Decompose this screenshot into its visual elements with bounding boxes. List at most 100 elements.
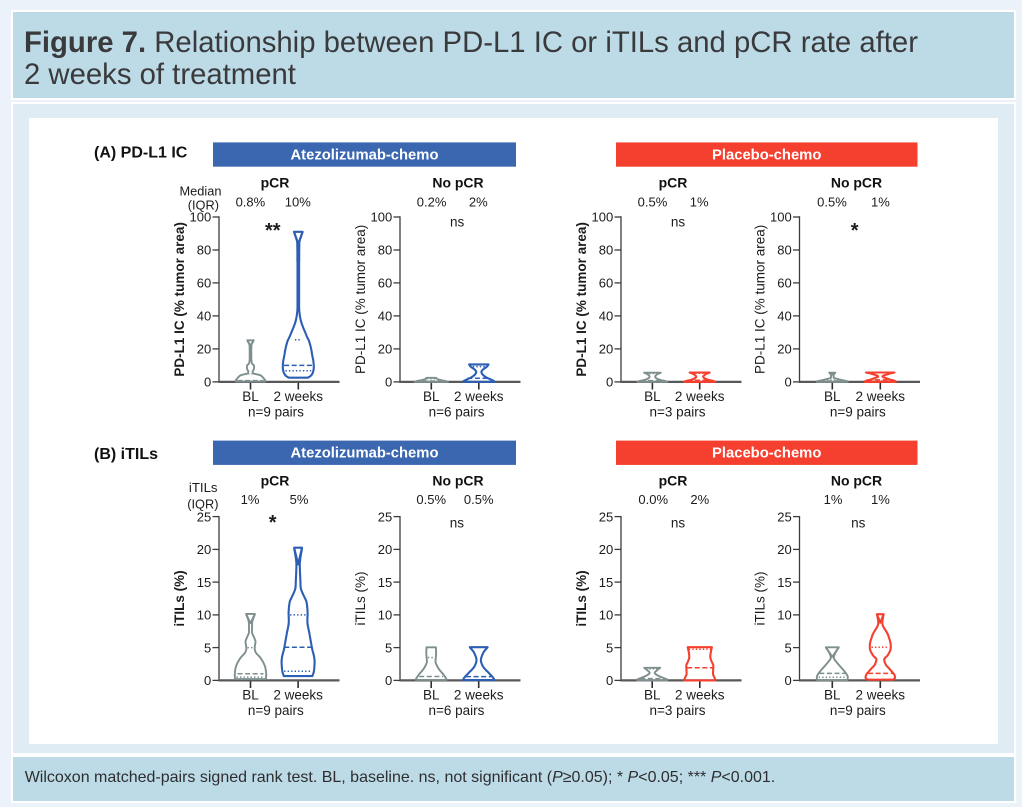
svg-text:Atezolizumab-chemo: Atezolizumab-chemo [291,147,439,163]
svg-text:ns: ns [671,215,686,230]
svg-text:pCR: pCR [659,472,688,488]
svg-text:pCR: pCR [261,175,290,191]
svg-text:iTILs (%): iTILs (%) [172,570,187,626]
svg-text:20: 20 [599,542,613,557]
svg-text:60: 60 [777,276,791,291]
svg-text:n=3 pairs: n=3 pairs [650,703,706,718]
svg-text:0.2%: 0.2% [417,195,447,210]
svg-text:BL: BL [423,389,440,404]
svg-text:1%: 1% [824,492,843,507]
svg-text:2%: 2% [469,195,488,210]
svg-text:80: 80 [599,243,613,258]
svg-text:ns: ns [851,516,866,531]
svg-text:100: 100 [189,210,211,225]
svg-text:Placebo-chemo: Placebo-chemo [712,147,821,163]
svg-text:0: 0 [606,375,613,390]
svg-text:No pCR: No pCR [831,472,882,488]
svg-text:2 weeks: 2 weeks [274,389,324,404]
svg-text:60: 60 [378,276,392,291]
svg-text:2 weeks: 2 weeks [856,389,906,404]
svg-text:BL: BL [242,389,259,404]
svg-text:(B) iTILs: (B) iTILs [94,446,158,463]
svg-text:1%: 1% [241,492,260,507]
svg-text:2 weeks: 2 weeks [273,688,323,703]
svg-text:60: 60 [197,276,211,291]
svg-text:n=3 pairs: n=3 pairs [650,405,706,420]
svg-text:0.0%: 0.0% [638,492,668,507]
svg-text:20: 20 [378,342,392,357]
svg-text:15: 15 [777,575,791,590]
svg-text:0.5%: 0.5% [464,492,494,507]
svg-text:0.8%: 0.8% [236,195,266,210]
svg-text:10: 10 [378,608,392,623]
svg-text:**: ** [265,220,281,242]
svg-text:BL: BL [824,688,841,703]
svg-text:20: 20 [197,342,211,357]
svg-text:2 weeks: 2 weeks [454,688,504,703]
svg-text:(IQR): (IQR) [188,198,219,213]
svg-text:Median: Median [180,184,222,199]
svg-text:100: 100 [591,210,613,225]
svg-text:iTILs (%): iTILs (%) [753,572,768,626]
svg-text:5%: 5% [290,492,309,507]
svg-text:Placebo-chemo: Placebo-chemo [712,445,821,461]
svg-text:0: 0 [204,375,211,390]
svg-text:60: 60 [599,276,613,291]
svg-text:20: 20 [777,542,791,557]
svg-text:Atezolizumab-chemo: Atezolizumab-chemo [291,445,439,461]
svg-text:10: 10 [197,608,211,623]
svg-text:5: 5 [204,640,211,655]
svg-text:25: 25 [777,509,791,524]
svg-text:10: 10 [777,608,791,623]
svg-text:pCR: pCR [261,472,290,488]
svg-text:n=9 pairs: n=9 pairs [248,405,304,420]
svg-text:0: 0 [385,375,392,390]
svg-text:n=6 pairs: n=6 pairs [428,703,484,718]
svg-text:100: 100 [370,210,392,225]
svg-text:2 weeks: 2 weeks [454,389,504,404]
svg-text:ns: ns [450,516,465,531]
svg-text:40: 40 [378,309,392,324]
svg-text:*: * [851,220,859,242]
svg-text:No pCR: No pCR [432,472,483,488]
svg-text:n=9 pairs: n=9 pairs [248,703,304,718]
svg-text:n=9 pairs: n=9 pairs [830,703,886,718]
svg-text:15: 15 [599,575,613,590]
svg-text:15: 15 [378,575,392,590]
svg-text:*: * [269,512,277,534]
svg-text:pCR: pCR [659,175,688,191]
svg-text:20: 20 [599,342,613,357]
svg-text:0.5%: 0.5% [416,492,446,507]
svg-text:20: 20 [378,542,392,557]
svg-text:PD-L1 IC (% tumor area): PD-L1 IC (% tumor area) [172,222,187,377]
svg-text:0: 0 [784,673,791,688]
svg-text:iTILs (%): iTILs (%) [574,570,589,626]
svg-text:0.5%: 0.5% [817,195,847,210]
svg-text:BL: BL [824,389,841,404]
svg-text:100: 100 [770,210,792,225]
svg-text:n=6 pairs: n=6 pairs [429,405,485,420]
svg-text:2%: 2% [690,492,709,507]
svg-text:1%: 1% [871,195,890,210]
svg-text:20: 20 [777,342,791,357]
svg-text:PD-L1 IC (% tumor area): PD-L1 IC (% tumor area) [574,222,589,377]
svg-text:PD-L1 IC (% tumor area): PD-L1 IC (% tumor area) [753,225,768,374]
svg-text:PD-L1 IC (% tumor area): PD-L1 IC (% tumor area) [353,225,368,374]
svg-text:5: 5 [784,640,791,655]
svg-text:(IQR): (IQR) [187,497,218,512]
svg-text:BL: BL [423,688,440,703]
svg-text:ns: ns [450,215,465,230]
svg-text:BL: BL [242,688,259,703]
svg-text:No pCR: No pCR [432,175,483,191]
svg-text:5: 5 [385,640,392,655]
svg-text:0: 0 [606,673,613,688]
svg-text:No pCR: No pCR [831,175,882,191]
svg-text:10: 10 [599,608,613,623]
svg-text:0: 0 [204,673,211,688]
svg-text:ns: ns [671,516,686,531]
svg-text:(A) PD-L1 IC: (A) PD-L1 IC [94,145,188,162]
svg-text:iTILs: iTILs [189,480,218,495]
svg-text:0: 0 [385,673,392,688]
svg-text:25: 25 [599,509,613,524]
svg-text:25: 25 [197,509,211,524]
